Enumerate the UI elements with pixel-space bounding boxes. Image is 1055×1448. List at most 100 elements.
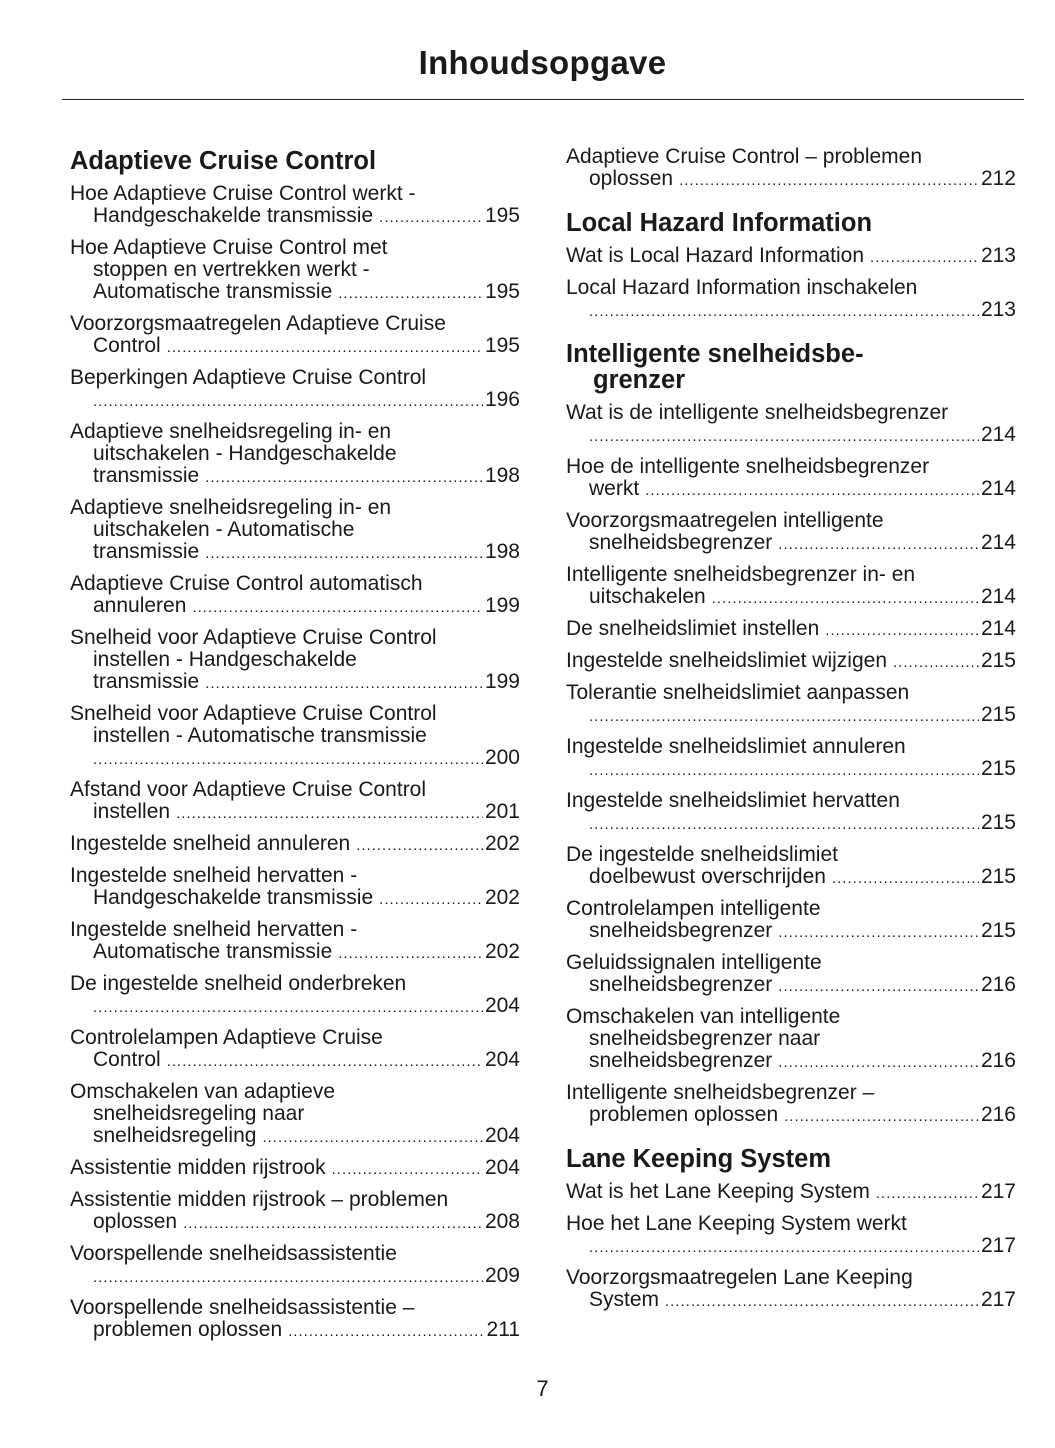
toc-entry[interactable]: Geluidssignalen intelligente snelheidsbeg… [566, 952, 1016, 998]
toc-entry[interactable]: Hoe Adaptieve Cruise Control met stoppen … [70, 237, 520, 305]
toc-page-number[interactable]: 216 [980, 1049, 1016, 1072]
toc-entry[interactable]: Beperkingen Adaptieve Cruise Control....… [70, 367, 520, 413]
toc-page-number[interactable]: 215 [980, 703, 1016, 726]
toc-entry[interactable]: Snelheid voor Adaptieve Cruise Control in… [70, 703, 520, 771]
toc-page-number[interactable]: 209 [484, 1264, 520, 1287]
toc-entry[interactable]: Local Hazard Information inschakelen....… [566, 277, 1016, 323]
toc-page-number[interactable]: 214 [980, 585, 1016, 608]
toc-page-number[interactable]: 211 [486, 1318, 520, 1341]
toc-entry-last-line: ........................................… [566, 424, 1016, 448]
toc-entry[interactable]: Adaptieve Cruise Control – problemen oplo… [566, 146, 1016, 192]
toc-entry[interactable]: Voorzorgsmaatregelen Lane Keeping System.… [566, 1267, 1016, 1313]
toc-page-number[interactable]: 214 [980, 477, 1016, 500]
toc-entry[interactable]: Voorspellende snelheidsassistentie......… [70, 1243, 520, 1289]
toc-entry-last-line: transmissie.............................… [70, 465, 520, 489]
toc-entry[interactable]: Snelheid voor Adaptieve Cruise Control in… [70, 627, 520, 695]
toc-page-number[interactable]: 204 [484, 1156, 520, 1179]
toc-entry[interactable]: Omschakelen van intelligente snelheidsbeg… [566, 1006, 1016, 1074]
toc-entry[interactable]: De ingestelde snelheidslimiet doelbewust … [566, 844, 1016, 890]
toc-page-number[interactable]: 195 [484, 334, 520, 357]
toc-page-number[interactable]: 201 [484, 800, 520, 823]
toc-entry[interactable]: Assistentie midden rijstrook – problemen… [70, 1189, 520, 1235]
toc-entry-line: Local Hazard Information inschakelen [566, 276, 918, 299]
toc-page-number[interactable]: 196 [484, 388, 520, 411]
toc-entry[interactable]: Adaptieve Cruise Control automatisch annu… [70, 573, 520, 619]
toc-entry[interactable]: Intelligente snelheidsbegrenzer – problem… [566, 1082, 1016, 1128]
toc-page-number[interactable]: 202 [484, 832, 520, 855]
toc-entry-line: uitschakelen [589, 585, 706, 608]
toc-page-number[interactable]: 204 [484, 994, 520, 1017]
toc-page-number[interactable]: 199 [484, 670, 520, 693]
toc-page-number[interactable]: 195 [484, 204, 520, 227]
toc-section: Adaptieve Cruise Control – problemen oplo… [566, 146, 1016, 192]
toc-entry[interactable]: Ingestelde snelheid hervatten - Handgesch… [70, 865, 520, 911]
toc-page-number[interactable]: 202 [484, 886, 520, 909]
toc-entry[interactable]: Afstand voor Adaptieve Cruise Control ins… [70, 779, 520, 825]
toc-entry[interactable]: Wat is Local Hazard Information.........… [566, 245, 1016, 269]
toc-entry-line: Hoe Adaptieve Cruise Control werkt - [70, 182, 416, 205]
toc-entry-line: System [589, 1288, 660, 1311]
toc-page-number[interactable]: 198 [484, 464, 520, 487]
toc-entry[interactable]: Controlelampen intelligente snelheidsbegr… [566, 898, 1016, 944]
toc-page-number[interactable]: 195 [484, 280, 520, 303]
toc-entry[interactable]: Hoe de intelligente snelheidsbegrenzer we… [566, 456, 1016, 502]
toc-entry[interactable]: Hoe het Lane Keeping System werkt.......… [566, 1213, 1016, 1259]
toc-page-number[interactable]: 217 [980, 1180, 1016, 1203]
toc-entry[interactable]: Tolerantie snelheidslimiet aanpassen....… [566, 682, 1016, 728]
toc-entry[interactable]: Ingestelde snelheid hervatten - Automatis… [70, 919, 520, 965]
toc-entry[interactable]: Voorzorgsmaatregelen Adaptieve Cruise Con… [70, 313, 520, 359]
toc-entry[interactable]: De snelheidslimiet instellen............… [566, 618, 1016, 642]
toc-page-number[interactable]: 204 [484, 1048, 520, 1071]
toc-page-number[interactable]: 208 [484, 1210, 520, 1233]
toc-page-number[interactable]: 217 [980, 1288, 1016, 1311]
toc-entry-line: Afstand voor Adaptieve Cruise Control [70, 778, 427, 801]
toc-entry[interactable]: Ingestelde snelheidslimiet wijzigen.....… [566, 650, 1016, 674]
toc-page-number[interactable]: 215 [980, 811, 1016, 834]
toc-entry[interactable]: Adaptieve snelheidsregeling in- en uitsch… [70, 497, 520, 565]
toc-page-number[interactable]: 214 [980, 423, 1016, 446]
toc-entry-line: Ingestelde snelheid annuleren [70, 832, 351, 855]
toc-page-number[interactable]: 212 [980, 167, 1016, 190]
dot-leader: ........................................… [356, 837, 483, 854]
toc-entry[interactable]: Omschakelen van adaptieve snelheidsregeli… [70, 1081, 520, 1149]
toc-entry-last-line: De snelheidslimiet instellen............… [566, 618, 1016, 642]
toc-page-number[interactable]: 215 [980, 649, 1016, 672]
toc-page-number[interactable]: 198 [484, 540, 520, 563]
toc-page-number[interactable]: 215 [980, 757, 1016, 780]
toc-entry-line: Hoe de intelligente snelheidsbegrenzer [566, 455, 930, 478]
toc-page-number[interactable]: 214 [980, 617, 1016, 640]
section-heading: Lane Keeping System [566, 1146, 1016, 1172]
toc-entry-line: Omschakelen van intelligente [566, 1005, 841, 1028]
toc-entry[interactable]: Wat is de intelligente snelheidsbegrenze… [566, 402, 1016, 448]
toc-page-number[interactable]: 214 [980, 531, 1016, 554]
toc-page-number[interactable]: 215 [980, 919, 1016, 942]
toc-entry[interactable]: Voorspellende snelheidsassistentie – prob… [70, 1297, 520, 1343]
toc-entry-line: Control [93, 334, 161, 357]
toc-entry[interactable]: Adaptieve snelheidsregeling in- en uitsch… [70, 421, 520, 489]
toc-entry-line: Automatische transmissie [93, 280, 333, 303]
toc-entry[interactable]: Ingestelde snelheidslimiet annuleren....… [566, 736, 1016, 782]
toc-entry[interactable]: Wat is het Lane Keeping System..........… [566, 1181, 1016, 1205]
toc-page-number[interactable]: 215 [980, 865, 1016, 888]
toc-page-number[interactable]: 216 [980, 973, 1016, 996]
toc-entry[interactable]: Controlelampen Adaptieve Cruise Control..… [70, 1027, 520, 1073]
toc-page-number[interactable]: 213 [980, 244, 1016, 267]
toc-entry-line: Control [93, 1048, 161, 1071]
toc-entry[interactable]: Assistentie midden rijstrook............… [70, 1157, 520, 1181]
toc-entry-last-line: snelheidsbegrenzer......................… [566, 974, 1016, 998]
toc-entry[interactable]: Ingestelde snelheidslimiet hervatten....… [566, 790, 1016, 836]
toc-page-number[interactable]: 199 [484, 594, 520, 617]
toc-page-number[interactable]: 213 [980, 298, 1016, 321]
toc-page-number[interactable]: 216 [980, 1103, 1016, 1126]
dot-leader: ........................................… [166, 1053, 483, 1070]
toc-page-number[interactable]: 204 [484, 1124, 520, 1147]
toc-entry[interactable]: Voorzorgsmaatregelen intelligente snelhei… [566, 510, 1016, 556]
toc-entry[interactable]: Ingestelde snelheid annuleren...........… [70, 833, 520, 857]
toc-page-number[interactable]: 200 [484, 746, 520, 769]
toc-page-number[interactable]: 217 [980, 1234, 1016, 1257]
toc-page-number[interactable]: 202 [484, 940, 520, 963]
toc-entry[interactable]: Intelligente snelheidsbegrenzer in- en ui… [566, 564, 1016, 610]
toc-entry[interactable]: Hoe Adaptieve Cruise Control werkt - Hand… [70, 183, 520, 229]
toc-entry[interactable]: De ingestelde snelheid onderbreken......… [70, 973, 520, 1019]
dot-leader: ........................................… [893, 654, 979, 671]
